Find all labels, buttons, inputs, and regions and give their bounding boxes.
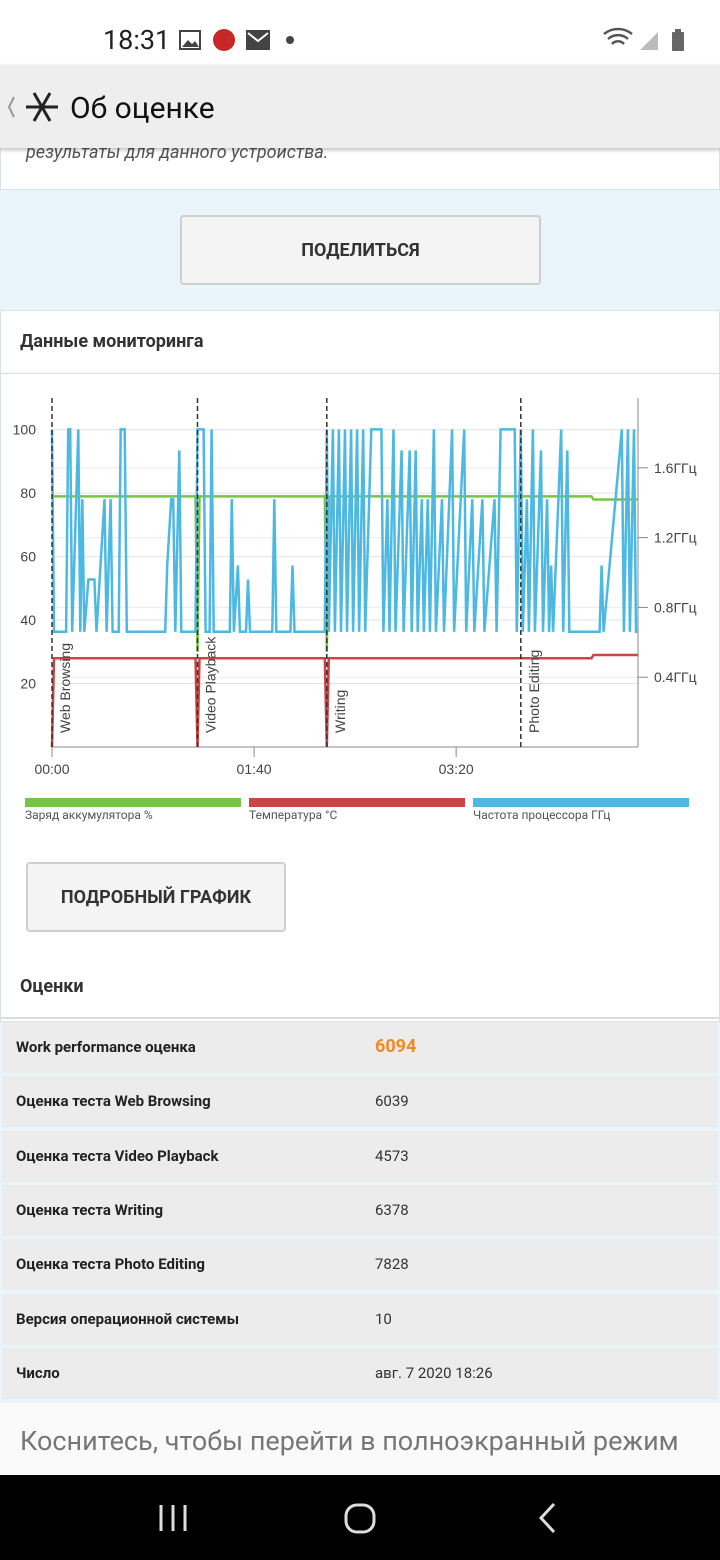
legend-swatch xyxy=(249,798,465,807)
legend-swatch xyxy=(25,798,241,807)
score-row: Work performance оценка 6094 xyxy=(2,1022,718,1073)
score-label: Число xyxy=(16,1363,60,1382)
detail-button[interactable]: ПОДРОБНЫЙ ГРАФИК xyxy=(26,862,286,932)
divider xyxy=(1,373,719,374)
legend-label: Частота процессора ГГц xyxy=(473,808,611,822)
x-tick-label: 00:00 xyxy=(34,761,69,777)
nav-buttons[interactable] xyxy=(0,1475,720,1560)
scores-title: Оценки xyxy=(20,976,84,997)
x-tick-label: 01:40 xyxy=(237,761,272,777)
score-row: Число авг. 7 2020 18:26 xyxy=(2,1347,718,1399)
test-marker-label: Video Playback xyxy=(202,636,218,733)
series-line xyxy=(50,428,638,634)
legend-swatch xyxy=(473,798,689,807)
score-value: 6378 xyxy=(375,1200,409,1219)
score-row: Версия операционной системы 10 xyxy=(2,1293,718,1345)
score-row: Оценка теста Photo Editing 7828 xyxy=(2,1239,718,1291)
score-label: Оценка теста Video Playback xyxy=(16,1146,219,1165)
score-row: Оценка теста Writing 6378 xyxy=(2,1184,718,1236)
score-value: 6094 xyxy=(375,1036,417,1057)
score-value: 10 xyxy=(375,1309,392,1328)
status-bar: 18:31 xyxy=(0,0,720,65)
clock: 18:31 xyxy=(103,24,171,56)
y2-tick-label: 0.4ГГц xyxy=(654,669,697,685)
monitoring-chart: 20 40 60 80 100 0.4ГГц 0.8ГГц 1.2ГГц 1.6ГГц 00:00… xyxy=(13,398,697,777)
y2-tick-label: 1.6ГГц xyxy=(654,460,697,476)
score-label: Оценка теста Web Browsing xyxy=(16,1092,211,1111)
system-icons xyxy=(603,27,684,51)
y-tick-label: 20 xyxy=(20,676,36,692)
app-bar: Об оценке xyxy=(0,65,720,148)
app-title: Об оценке xyxy=(70,91,215,126)
score-value: 4573 xyxy=(375,1146,409,1165)
y-tick-label: 100 xyxy=(13,422,37,438)
score-label: Work performance оценка xyxy=(16,1038,196,1056)
y-tick-label: 60 xyxy=(20,549,36,565)
score-value: авг. 7 2020 18:26 xyxy=(375,1363,493,1382)
hint-text: Коснитесь, чтобы перейти в полноэкранный… xyxy=(20,1425,679,1457)
score-value: 7828 xyxy=(375,1255,409,1274)
score-row: Оценка теста Web Browsing 6039 xyxy=(2,1076,718,1128)
y2-tick-label: 0.8ГГц xyxy=(654,599,697,615)
divider xyxy=(0,1017,720,1019)
y2-tick-label: 1.2ГГц xyxy=(654,530,697,546)
score-value: 6039 xyxy=(375,1092,409,1111)
back-logo[interactable] xyxy=(6,91,64,131)
series-line xyxy=(50,653,638,748)
share-button[interactable]: ПОДЕЛИТЬСЯ xyxy=(180,215,541,285)
score-label: Оценка теста Photo Editing xyxy=(16,1255,205,1274)
y-tick-label: 40 xyxy=(20,612,36,628)
notification-icons xyxy=(179,29,294,51)
legend-label: Температура °C xyxy=(249,808,338,822)
test-marker-label: Web Browsing xyxy=(57,643,73,733)
nav-bar xyxy=(0,1475,720,1560)
score-label: Версия операционной системы xyxy=(16,1309,240,1328)
score-label: Оценка теста Writing xyxy=(16,1200,164,1219)
score-row: Оценка теста Video Playback 4573 xyxy=(2,1130,718,1182)
intro-card: результаты для данного устройства. xyxy=(0,142,720,190)
legend-label: Заряд аккумулятора % xyxy=(25,808,153,822)
test-marker-label: Writing xyxy=(332,690,348,733)
fullscreen-hint[interactable]: Коснитесь, чтобы перейти в полноэкранный… xyxy=(0,1403,720,1475)
test-marker-label: Photo Editing xyxy=(526,650,542,733)
y-tick-label: 80 xyxy=(20,485,36,501)
monitoring-title: Данные мониторинга xyxy=(20,331,204,352)
x-tick-label: 03:20 xyxy=(439,761,474,777)
